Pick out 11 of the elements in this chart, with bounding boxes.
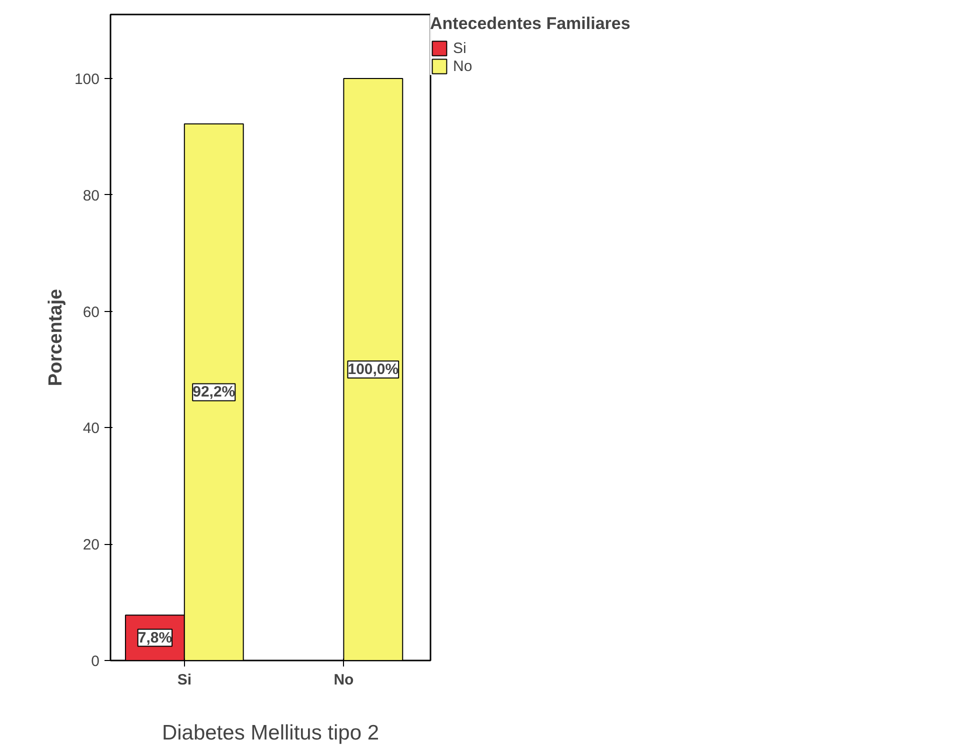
legend-title: Antecedentes Familiares [430,14,630,34]
y-tick-label: 0 [91,653,100,670]
y-tick-label: 80 [82,187,100,204]
y-tick-label: 20 [82,536,100,554]
legend-label: Si [453,40,468,56]
y-tick-label: 100 [74,71,100,88]
y-tick-label: 60 [82,304,100,321]
y-axis-title: Porcentaje [45,288,66,386]
x-axis-title: Diabetes Mellitus tipo 2 [162,722,380,744]
y-tick-label: 40 [82,420,100,438]
legend-label: No [453,58,473,74]
